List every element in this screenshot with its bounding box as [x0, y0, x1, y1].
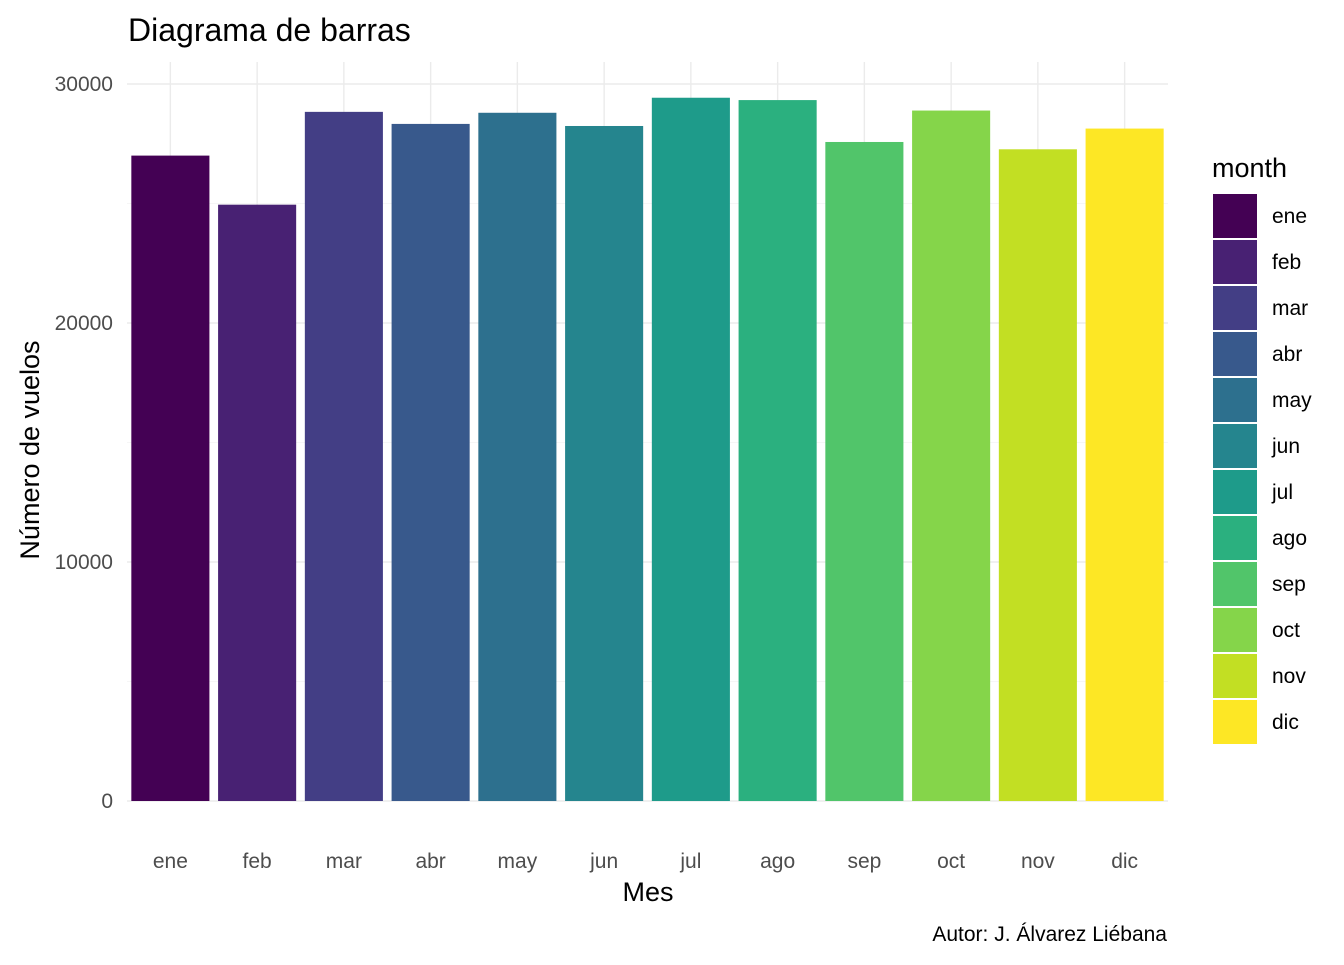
legend-label: may [1272, 389, 1312, 412]
y-tick-label: 30000 [55, 73, 113, 96]
bar-ago [738, 100, 817, 801]
x-tick-label-ago: ago [760, 850, 795, 873]
x-tick-label-ene: ene [153, 850, 188, 873]
x-tick-label-dic: dic [1111, 850, 1138, 873]
legend-swatch [1213, 608, 1257, 652]
x-tick-label-feb: feb [243, 850, 272, 873]
legend-swatch [1213, 240, 1257, 284]
legend-swatch [1213, 286, 1257, 330]
x-tick-label-jul: jul [679, 850, 701, 873]
bar-feb [218, 204, 297, 802]
legend-label: ago [1272, 527, 1307, 550]
y-axis-title: Número de vuelos [15, 340, 45, 559]
legend-item-may: may [1213, 378, 1312, 422]
bar-may [478, 112, 557, 802]
legend-label: abr [1272, 343, 1302, 366]
y-axis-ticks: 0 10000 20000 30000 [55, 73, 113, 813]
x-tick-label-oct: oct [937, 850, 965, 873]
legend-swatch [1213, 332, 1257, 376]
legend-item-jul: jul [1213, 470, 1293, 514]
bar-jul [651, 97, 730, 802]
legend-swatch [1213, 654, 1257, 698]
legend-item-dic: dic [1213, 700, 1299, 744]
legend-swatch [1213, 424, 1257, 468]
legend-item-ago: ago [1213, 516, 1307, 560]
legend-swatch [1213, 194, 1257, 238]
legend-items: ene feb mar abr may jun jul ago sep oct nov dic [1213, 194, 1312, 744]
bar-oct [912, 110, 991, 801]
bar-dic [1085, 128, 1164, 802]
legend-label: jun [1271, 435, 1300, 458]
x-tick-label-may: may [498, 850, 538, 873]
legend-label: ene [1272, 205, 1307, 228]
legend-item-abr: abr [1213, 332, 1302, 376]
legend-swatch [1213, 700, 1257, 744]
legend-item-feb: feb [1213, 240, 1301, 284]
legend-label: mar [1272, 297, 1308, 320]
bar-ene [131, 155, 210, 802]
y-tick-label: 10000 [55, 551, 113, 574]
legend-swatch [1213, 516, 1257, 560]
chart-caption: Autor: J. Álvarez Liébana [932, 923, 1167, 946]
legend-label: oct [1272, 619, 1300, 642]
x-axis-title: Mes [622, 877, 673, 907]
legend-label: jul [1271, 481, 1293, 504]
x-tick-label-jun: jun [589, 850, 618, 873]
legend-item-sep: sep [1213, 562, 1306, 606]
chart-title: Diagrama de barras [128, 12, 411, 48]
x-tick-label-nov: nov [1021, 850, 1055, 873]
bars [131, 97, 1164, 802]
legend-item-oct: oct [1213, 608, 1300, 652]
legend-swatch [1213, 470, 1257, 514]
legend-label: dic [1272, 711, 1299, 734]
legend-item-nov: nov [1213, 654, 1306, 698]
bar-nov [998, 149, 1077, 801]
legend-item-mar: mar [1213, 286, 1308, 330]
bar-abr [391, 123, 470, 801]
x-tick-label-abr: abr [415, 850, 445, 873]
bar-sep [825, 141, 904, 802]
legend-title: month [1212, 153, 1287, 183]
legend-label: sep [1272, 573, 1306, 596]
legend-item-ene: ene [1213, 194, 1307, 238]
legend-label: nov [1272, 665, 1306, 688]
legend-swatch [1213, 378, 1257, 422]
y-tick-label: 20000 [55, 312, 113, 335]
y-tick-label: 0 [101, 790, 113, 813]
legend-label: feb [1272, 251, 1301, 274]
legend-item-jun: jun [1213, 424, 1300, 468]
bar-mar [304, 111, 383, 801]
bar-jun [565, 125, 644, 801]
x-axis-ticks: ene feb mar abr may jun jul ago sep oct nov dic [153, 850, 1138, 873]
legend-swatch [1213, 562, 1257, 606]
legend: month ene feb mar abr may jun jul ago sep oct nov d… [1212, 153, 1312, 744]
x-tick-label-sep: sep [847, 850, 881, 873]
x-tick-label-mar: mar [326, 850, 362, 873]
